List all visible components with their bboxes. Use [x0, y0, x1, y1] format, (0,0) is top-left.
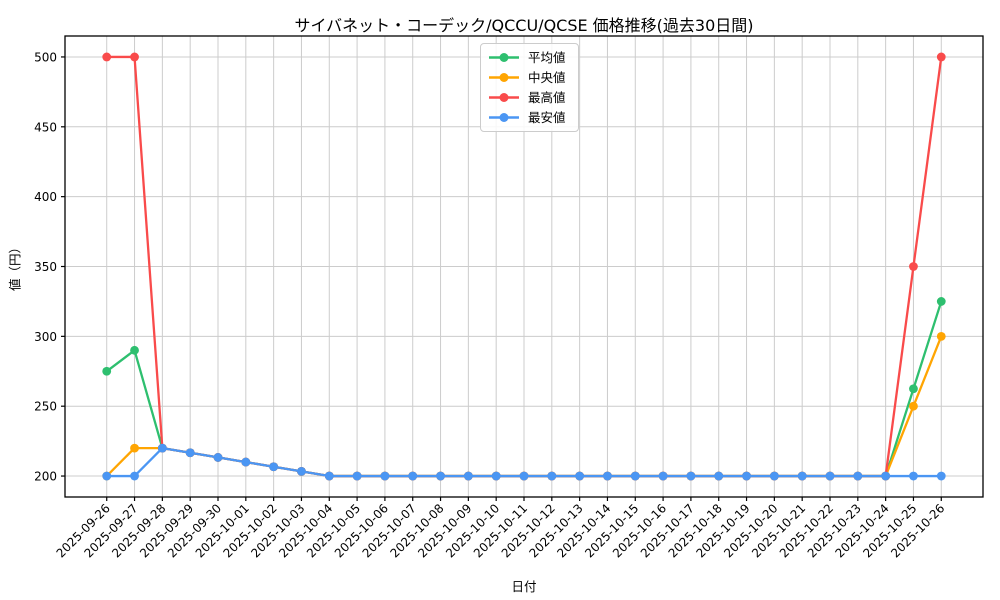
chart-legend: 平均値中央値最高値最安値 [480, 43, 579, 132]
legend-item-max: 最高値 [488, 90, 566, 105]
series-marker-min [102, 471, 112, 481]
series-marker-min [130, 471, 139, 481]
series-marker-min [324, 471, 334, 481]
series-marker-min [436, 471, 445, 481]
series-marker-median [130, 443, 139, 453]
legend-marker-icon [489, 53, 519, 62]
x-axis-label: 日付 [511, 579, 537, 594]
legend-marker-icon [489, 113, 519, 122]
series-marker-min [241, 457, 251, 467]
series-marker-min [658, 471, 668, 481]
series-marker-max [909, 262, 918, 271]
series-marker-min [463, 471, 473, 481]
legend-marker-icon [489, 73, 519, 82]
series-marker-min [936, 471, 946, 481]
series-marker-min [714, 471, 724, 481]
legend-item-label: 最安値 [528, 110, 566, 125]
series-marker-mean [936, 297, 946, 306]
series-marker-min [797, 471, 807, 481]
series-marker-min [185, 448, 195, 458]
series-marker-min [881, 471, 891, 481]
series-marker-min [575, 471, 585, 481]
series-marker-min [769, 471, 779, 481]
series-marker-mean [130, 345, 139, 355]
series-marker-min [408, 471, 418, 481]
series-marker-min [630, 471, 640, 481]
y-tick-label: 350 [34, 260, 57, 274]
series-marker-max [130, 52, 139, 62]
y-tick-label: 400 [34, 190, 57, 204]
series-marker-min [853, 471, 863, 481]
series-marker-min [269, 462, 279, 472]
series-marker-min [519, 471, 529, 481]
series-marker-mean [102, 366, 112, 376]
y-tick-label: 250 [34, 400, 57, 414]
series-marker-min [352, 471, 362, 481]
legend-marker-icon [489, 93, 519, 102]
series-marker-min [157, 443, 167, 453]
legend-item-min: 最安値 [488, 110, 566, 125]
series-marker-median [909, 401, 918, 411]
legend-item-label: 平均値 [528, 50, 566, 65]
series-marker-max [936, 52, 946, 62]
series-marker-max [102, 52, 112, 62]
legend-item-median: 中央値 [488, 70, 566, 85]
series-marker-mean [909, 384, 918, 394]
legend-item-label: 中央値 [528, 70, 566, 85]
series-marker-min [213, 453, 223, 462]
y-tick-label: 450 [34, 120, 57, 134]
y-tick-label: 300 [34, 330, 57, 344]
series-marker-min [603, 471, 612, 481]
series-marker-min [686, 471, 696, 481]
chart-title: サイバネット・コーデック/QCCU/QCSE 価格推移(過去30日間) [294, 16, 754, 35]
series-marker-min [380, 471, 390, 481]
series-marker-min [825, 471, 835, 481]
legend-item-label: 最高値 [528, 90, 566, 105]
series-marker-median [936, 331, 946, 341]
y-tick-label: 200 [34, 470, 57, 484]
series-marker-min [297, 466, 306, 476]
series-marker-min [491, 471, 501, 481]
series-marker-min [742, 471, 751, 481]
series-marker-min [909, 471, 918, 481]
y-axis-label: 値（円） [7, 240, 23, 292]
legend-item-mean: 平均値 [488, 50, 566, 65]
series-marker-min [547, 471, 557, 481]
y-tick-label: 500 [34, 50, 57, 64]
